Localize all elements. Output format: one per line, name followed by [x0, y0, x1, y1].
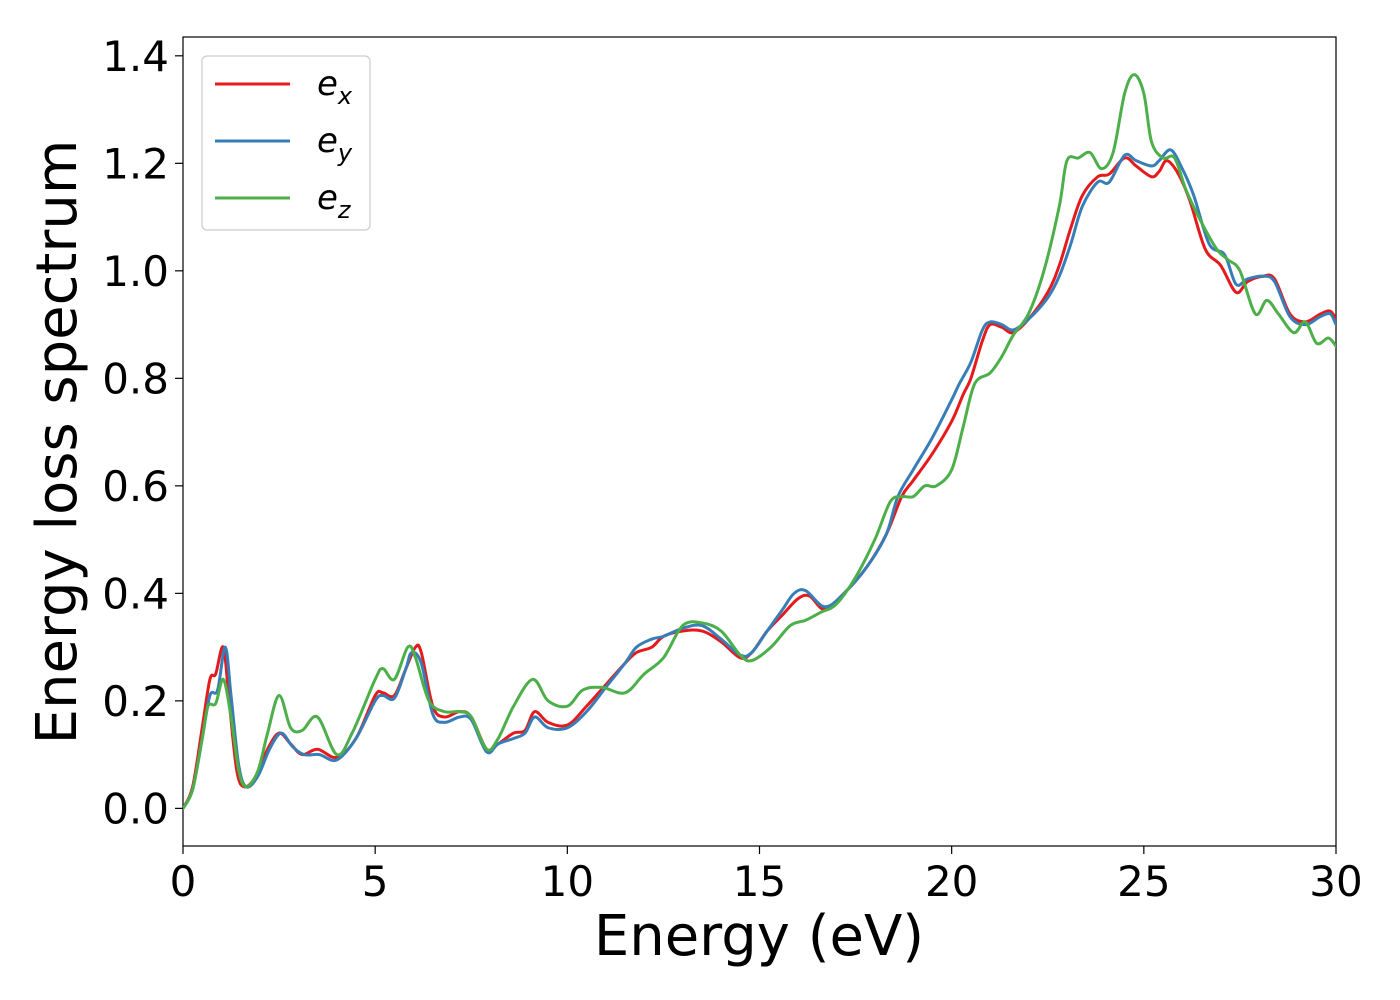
y-tick-label: 0.8: [102, 354, 169, 403]
y-tick-label: 0.4: [102, 569, 169, 618]
x-tick-label: 25: [1117, 857, 1170, 906]
legend-label-e-x: ex: [317, 64, 353, 110]
x-tick-label: 30: [1309, 857, 1362, 906]
x-tick-label: 15: [733, 857, 786, 906]
x-axis-ticks: 0 5 10 15 20 25 30: [170, 846, 1363, 906]
x-tick-label: 20: [925, 857, 978, 906]
legend-label-e-y: ey: [317, 121, 353, 167]
legend-label-e-z: ez: [317, 178, 352, 224]
legend-items: ex ey ez: [215, 64, 353, 224]
series-line-e-y: [183, 148, 1336, 810]
y-axis-ticks: 0.0 0.2 0.4 0.6 0.8 1.0 1.2 1.4: [102, 32, 183, 833]
legend: ex ey ez: [201, 55, 371, 231]
x-axis-label: Energy (eV): [594, 904, 924, 969]
x-tick-label: 10: [541, 857, 594, 906]
x-tick-label: 5: [362, 857, 389, 906]
y-tick-label: 0.2: [102, 677, 169, 726]
y-tick-label: 0.0: [102, 784, 169, 833]
series-line-e-x: [183, 156, 1336, 810]
series-layer: [183, 73, 1336, 810]
y-tick-label: 1.2: [102, 139, 169, 188]
y-tick-label: 0.6: [102, 462, 169, 511]
legend-box: [201, 55, 371, 231]
y-tick-label: 1.0: [102, 247, 169, 296]
y-axis-label: Energy loss spectrum: [25, 140, 90, 745]
y-tick-label: 1.4: [102, 32, 169, 81]
series-line-e-z: [183, 73, 1336, 810]
x-tick-label: 0: [170, 857, 197, 906]
